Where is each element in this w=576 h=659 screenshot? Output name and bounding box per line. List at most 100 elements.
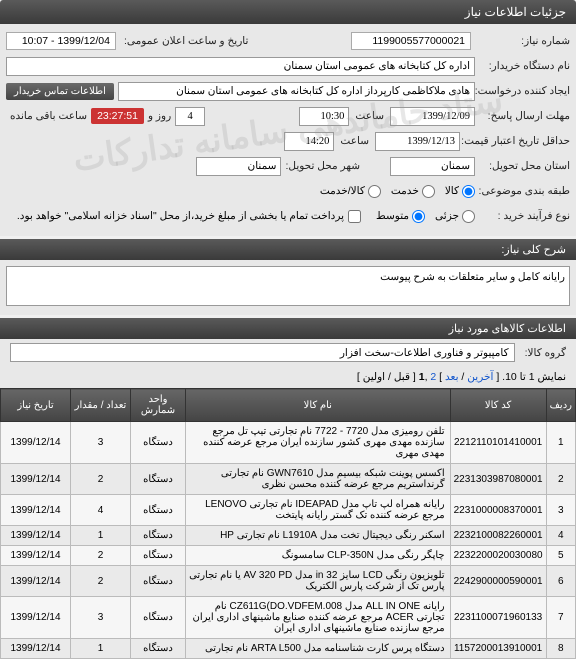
countdown-timer: 23:27:51 bbox=[91, 108, 144, 124]
cell-code: 2231303987080001 bbox=[450, 464, 546, 495]
info-panel: ستاد حاماندهی سامانه تدارکات شماره نیاز:… bbox=[0, 24, 576, 236]
remaining-days-label: روز و bbox=[144, 110, 175, 122]
cell-qty: 4 bbox=[71, 495, 131, 526]
announce-value: 1399/12/04 - 10:07 bbox=[6, 32, 116, 50]
cell-idx: 2 bbox=[546, 464, 575, 495]
cell-date: 1399/12/14 bbox=[1, 597, 71, 639]
need-no-label: شماره نیاز: bbox=[475, 35, 570, 47]
contact-buyer-button[interactable]: اطلاعات تماس خریدار bbox=[6, 83, 114, 100]
th-idx: ردیف bbox=[546, 389, 575, 422]
desc-textarea[interactable]: رایانه کامل و سایر متعلقات به شرح پیوست bbox=[6, 266, 570, 306]
cell-unit: دستگاه bbox=[131, 526, 186, 546]
pager-next-link[interactable]: بعد bbox=[445, 371, 459, 383]
cell-idx: 6 bbox=[546, 566, 575, 597]
process-radio-group: جزئی متوسط bbox=[376, 210, 475, 223]
creator-field[interactable] bbox=[118, 82, 475, 101]
buyer-field[interactable] bbox=[6, 57, 475, 76]
cell-date: 1399/12/14 bbox=[1, 495, 71, 526]
th-code: کد کالا bbox=[450, 389, 546, 422]
cell-name: تلویزیون رنگی LCD سایز 32 in مدل AV 320 … bbox=[186, 566, 451, 597]
deliver-prov-field[interactable] bbox=[390, 157, 475, 176]
creator-label: ایجاد کننده درخواست: bbox=[475, 85, 570, 97]
cell-date: 1399/12/14 bbox=[1, 639, 71, 659]
credit-hour-field[interactable] bbox=[284, 132, 334, 151]
main-header: جزئیات اطلاعات نیاز bbox=[0, 0, 576, 24]
table-row[interactable]: 12212110101410001تلفن رومیزی مدل 7720 - … bbox=[1, 422, 576, 464]
th-date: تاریخ نیاز bbox=[1, 389, 71, 422]
credit-date-field[interactable] bbox=[375, 132, 460, 151]
deadline-hour-label: ساعت bbox=[349, 110, 390, 122]
cell-unit: دستگاه bbox=[131, 597, 186, 639]
cell-idx: 3 bbox=[546, 495, 575, 526]
cell-code: 2232200020030080 bbox=[450, 546, 546, 566]
table-row[interactable]: 62242900000590001تلویزیون رنگی LCD سایز … bbox=[1, 566, 576, 597]
group-row: گروه کالا: bbox=[0, 339, 576, 366]
remaining-label: ساعت باقی مانده bbox=[6, 110, 91, 122]
table-row[interactable]: 81157200013910001دستگاه پرس کارت شناسنام… bbox=[1, 639, 576, 659]
table-row[interactable]: 52232200020030080چاپگر رنگی مدل CLP-350N… bbox=[1, 546, 576, 566]
cell-code: 2212110101410001 bbox=[450, 422, 546, 464]
credit-label: حداقل تاریخ اعتبار قیمت: تا تاریخ bbox=[460, 135, 570, 147]
cell-name: رایانه همراه لپ تاپ مدل IDEAPAD نام تجار… bbox=[186, 495, 451, 526]
deadline-label: مهلت ارسال پاسخ: bbox=[475, 110, 570, 122]
table-row[interactable]: 72231100071960133رایانه ALL IN ONE مدل C… bbox=[1, 597, 576, 639]
cell-date: 1399/12/14 bbox=[1, 546, 71, 566]
cat-service-radio[interactable]: خدمت bbox=[391, 185, 435, 198]
category-label: طبقه بندی موضوعی: bbox=[475, 185, 570, 197]
cell-code: 2231000008370001 bbox=[450, 495, 546, 526]
items-section-header: اطلاعات کالاهای مورد نیاز bbox=[0, 318, 576, 339]
cell-idx: 7 bbox=[546, 597, 575, 639]
cell-qty: 3 bbox=[71, 422, 131, 464]
announce-label: تاریخ و ساعت اعلان عمومی: bbox=[120, 35, 248, 47]
group-label: گروه کالا: bbox=[521, 347, 566, 359]
cell-qty: 2 bbox=[71, 566, 131, 597]
cell-unit: دستگاه bbox=[131, 566, 186, 597]
cell-unit: دستگاه bbox=[131, 495, 186, 526]
cell-qty: 1 bbox=[71, 526, 131, 546]
proc-medium-radio[interactable]: متوسط bbox=[376, 210, 425, 223]
deadline-hour-field[interactable] bbox=[299, 107, 349, 126]
need-no-value: 1199005577000021 bbox=[351, 32, 471, 50]
cat-goods-service-radio[interactable]: کالا/خدمت bbox=[320, 185, 381, 198]
credit-hour-label: ساعت bbox=[334, 135, 375, 147]
table-row[interactable]: 32231000008370001رایانه همراه لپ تاپ مدل… bbox=[1, 495, 576, 526]
cell-unit: دستگاه bbox=[131, 464, 186, 495]
cat-goods-radio[interactable]: کالا bbox=[445, 185, 475, 198]
cell-date: 1399/12/14 bbox=[1, 566, 71, 597]
cell-idx: 8 bbox=[546, 639, 575, 659]
cell-name: اکسس پوینت شبکه بیسیم مدل GWN7610 نام تج… bbox=[186, 464, 451, 495]
pager: نمایش 1 تا 10. [ آخرین / بعد ] 2 ,1 [ قب… bbox=[0, 366, 576, 388]
group-field[interactable] bbox=[10, 343, 515, 362]
items-table: ردیف کد کالا نام کالا واحد شمارش تعداد /… bbox=[0, 388, 576, 659]
deliver-city-field[interactable] bbox=[196, 157, 281, 176]
payment-note-checkbox[interactable]: پرداخت تمام یا بخشی از مبلغ خرید،از محل … bbox=[17, 210, 361, 223]
table-row[interactable]: 42232100082260001اسکنر رنگی دیجیتال تخت … bbox=[1, 526, 576, 546]
cell-unit: دستگاه bbox=[131, 546, 186, 566]
cell-date: 1399/12/14 bbox=[1, 464, 71, 495]
pager-last-link[interactable]: آخرین bbox=[467, 371, 493, 383]
table-header-row: ردیف کد کالا نام کالا واحد شمارش تعداد /… bbox=[1, 389, 576, 422]
cell-idx: 4 bbox=[546, 526, 575, 546]
cell-qty: 2 bbox=[71, 464, 131, 495]
buyer-label: نام دستگاه خریدار: bbox=[475, 60, 570, 72]
cell-qty: 3 bbox=[71, 597, 131, 639]
cell-code: 2231100071960133 bbox=[450, 597, 546, 639]
desc-area: رایانه کامل و سایر متعلقات به شرح پیوست bbox=[0, 260, 576, 315]
cell-idx: 5 bbox=[546, 546, 575, 566]
deadline-date-field[interactable] bbox=[390, 107, 475, 126]
cell-unit: دستگاه bbox=[131, 639, 186, 659]
deliver-city-label: شهر محل تحویل: bbox=[281, 160, 360, 172]
th-qty: تعداد / مقدار bbox=[71, 389, 131, 422]
th-name: نام کالا bbox=[186, 389, 451, 422]
deliver-prov-label: استان محل تحویل: bbox=[475, 160, 570, 172]
cell-unit: دستگاه bbox=[131, 422, 186, 464]
proc-small-radio[interactable]: جزئی bbox=[435, 210, 475, 223]
cell-qty: 2 bbox=[71, 546, 131, 566]
cell-idx: 1 bbox=[546, 422, 575, 464]
cell-name: اسکنر رنگی دیجیتال تخت مدل L1910A نام تج… bbox=[186, 526, 451, 546]
cell-code: 2242900000590001 bbox=[450, 566, 546, 597]
table-row[interactable]: 22231303987080001اکسس پوینت شبکه بیسیم م… bbox=[1, 464, 576, 495]
cell-name: تلفن رومیزی مدل 7720 - 7722 نام تجارتی ت… bbox=[186, 422, 451, 464]
cell-qty: 1 bbox=[71, 639, 131, 659]
cell-date: 1399/12/14 bbox=[1, 422, 71, 464]
